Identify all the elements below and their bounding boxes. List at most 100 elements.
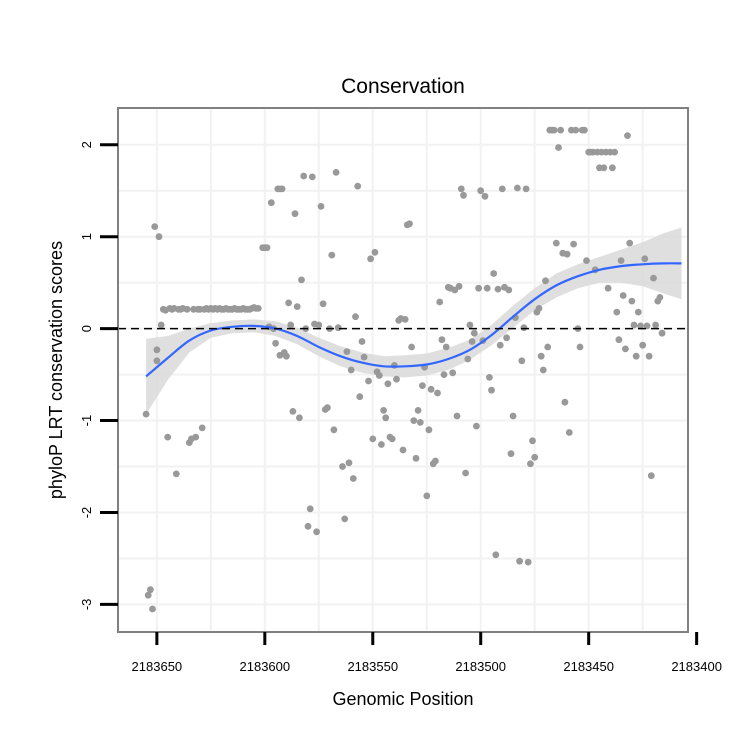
data-point <box>293 303 301 310</box>
data-point <box>324 404 331 412</box>
data-point <box>291 210 299 218</box>
data-point <box>477 187 485 195</box>
data-point <box>626 239 634 247</box>
data-point <box>630 321 638 329</box>
data-point <box>570 240 577 248</box>
data-point <box>378 441 385 448</box>
y-axis-title: phyloP LRT conservation scores <box>46 241 66 499</box>
y-tick-label: 0 <box>79 325 94 332</box>
data-point <box>619 292 627 299</box>
x-axis-title: Genomic Position <box>332 689 473 709</box>
data-point <box>520 324 528 332</box>
data-point <box>539 366 547 374</box>
data-point <box>470 329 478 337</box>
y-tick-label: -1 <box>79 415 94 427</box>
data-point <box>172 470 180 478</box>
data-point <box>468 338 476 345</box>
data-point <box>483 284 491 292</box>
data-point <box>473 422 480 430</box>
data-point <box>267 199 275 207</box>
x-axis: 2183650 2183600 2183550 2183500 2183450 21834… <box>132 632 722 674</box>
data-point <box>544 343 552 351</box>
data-point <box>414 407 422 414</box>
data-point <box>423 492 431 500</box>
data-point <box>142 410 150 418</box>
data-point <box>449 369 457 377</box>
data-point <box>263 244 271 252</box>
panel-border <box>117 107 689 633</box>
data-point <box>527 460 534 468</box>
data-point <box>406 220 413 228</box>
data-point <box>153 357 161 365</box>
data-point <box>537 352 545 360</box>
x-tick-label: 2183500 <box>455 659 506 674</box>
data-point <box>658 329 666 337</box>
y-tick-label: 1 <box>79 233 94 240</box>
data-point <box>514 184 521 192</box>
data-point <box>518 357 526 365</box>
data-point <box>600 164 608 172</box>
data-point <box>576 343 584 351</box>
data-point <box>382 414 390 422</box>
data-point <box>393 375 400 383</box>
data-point <box>656 294 664 301</box>
data-point <box>522 185 530 193</box>
x-tick-label: 2183450 <box>563 659 614 674</box>
data-point <box>486 374 493 381</box>
data-point <box>581 126 588 134</box>
data-point <box>503 334 510 342</box>
confidence-band-layer <box>146 227 682 415</box>
data-point <box>339 463 346 470</box>
data-point <box>283 352 290 360</box>
confidence-band <box>146 227 682 415</box>
data-point <box>535 305 543 312</box>
data-point <box>192 433 200 441</box>
data-point <box>611 148 618 156</box>
data-point <box>555 144 562 151</box>
data-point <box>408 343 415 351</box>
data-point <box>650 274 657 282</box>
data-point <box>198 424 206 432</box>
data-point <box>628 297 636 305</box>
data-point <box>384 380 392 388</box>
data-point <box>641 255 649 263</box>
data-point <box>254 305 262 312</box>
data-point <box>272 339 279 347</box>
data-point <box>561 398 569 406</box>
data-point <box>552 239 560 247</box>
data-point <box>457 185 465 193</box>
data-point <box>632 352 640 360</box>
data-point <box>183 305 191 313</box>
data-point <box>157 321 165 329</box>
data-point <box>343 348 351 355</box>
data-point <box>572 126 580 134</box>
data-point <box>432 457 439 465</box>
data-point <box>531 453 539 461</box>
data-point <box>494 285 502 293</box>
data-point <box>613 308 621 316</box>
data-point <box>410 417 418 424</box>
data-point <box>637 322 644 330</box>
data-point <box>609 164 616 172</box>
data-point <box>354 182 362 190</box>
data-point <box>308 173 316 181</box>
data-point <box>345 459 353 467</box>
data-point <box>557 126 564 134</box>
data-point <box>388 435 396 443</box>
data-point <box>296 414 303 422</box>
data-point <box>498 185 506 193</box>
x-tick-label: 2183400 <box>671 659 722 674</box>
data-point <box>147 586 154 594</box>
data-point <box>496 341 504 349</box>
data-point <box>317 203 325 210</box>
data-point <box>365 377 372 385</box>
data-point <box>419 382 426 389</box>
data-point <box>401 316 409 323</box>
data-point <box>617 257 625 264</box>
data-point <box>442 343 450 351</box>
data-point <box>425 426 433 434</box>
data-point <box>509 412 517 420</box>
data-point <box>488 386 495 394</box>
data-point <box>151 223 159 231</box>
